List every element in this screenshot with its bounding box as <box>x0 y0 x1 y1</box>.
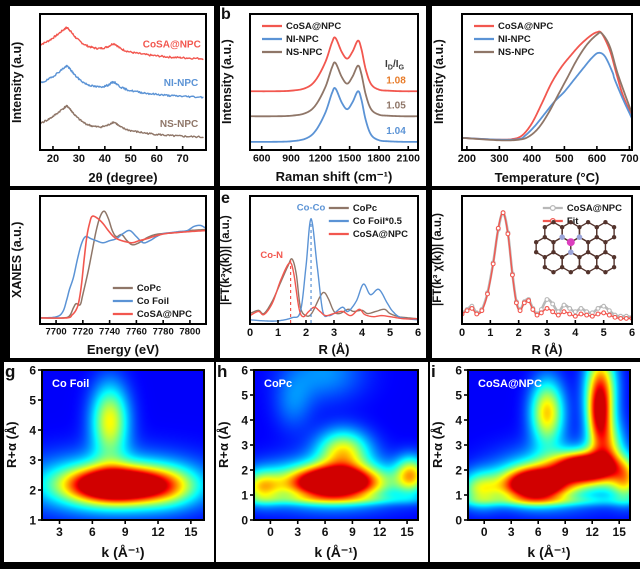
panel-h-chart <box>216 362 428 562</box>
panel-e-chart <box>220 190 426 358</box>
panel-h-letter: h <box>217 362 228 381</box>
panel-f-xlabel: R (Å) <box>531 342 563 357</box>
panel-b-ylabel: Intensity (a.u.) <box>220 39 234 125</box>
panel-c-chart <box>432 6 640 186</box>
panel-f-chart <box>432 190 640 358</box>
panel-f-ylabel: |FT(k³ χ(k))| (a.u.) <box>432 213 444 307</box>
panel-e-xlabel: R (Å) <box>318 342 350 357</box>
panel-a-xlabel: 2θ (degree) <box>88 170 158 185</box>
panel-b-letter: b <box>221 6 231 23</box>
panel-g-letter: g <box>5 362 16 381</box>
panel-i-ylabel: R+α (Å) <box>430 421 445 469</box>
panel-h: h k (Å⁻¹) R+α (Å) <box>216 362 428 562</box>
panel-a: 2θ (degree) Intensity (a.u) <box>10 6 214 186</box>
panel-i-xlabel: k (Å⁻¹) <box>527 544 571 560</box>
panel-c: Temperature (°C) Intensity (a.u.) <box>432 6 640 186</box>
panel-b-xlabel: Raman shift (cm⁻¹) <box>275 169 393 184</box>
panel-i: i k (Å⁻¹) R+α (Å) <box>430 362 640 562</box>
panel-f: R (Å) |FT(k³ χ(k))| (a.u.) <box>432 190 640 358</box>
panel-c-xlabel: Temperature (°C) <box>494 170 600 185</box>
panel-d: Energy (eV) XANES (a.u.) <box>10 190 214 358</box>
panel-i-letter: i <box>431 362 436 381</box>
panel-d-ylabel: XANES (a.u.) <box>10 221 24 299</box>
panel-i-chart <box>430 362 640 562</box>
panel-g-chart <box>4 362 214 562</box>
panel-h-xlabel: k (Å⁻¹) <box>314 544 358 560</box>
panel-g-xlabel: k (Å⁻¹) <box>101 544 145 560</box>
panel-a-ylabel: Intensity (a.u) <box>10 41 24 123</box>
panel-a-chart <box>10 6 214 186</box>
panel-b: b Raman shift (cm⁻¹) Intensity (a.u.) <box>220 6 426 186</box>
panel-g: g k (Å⁻¹) R+α (Å) <box>4 362 214 562</box>
panel-b-chart <box>220 6 426 186</box>
panel-c-ylabel: Intensity (a.u.) <box>432 39 446 125</box>
panel-e: e R (Å) |FT(k³χ(k))| (a.u.) <box>220 190 426 358</box>
panel-g-ylabel: R+α (Å) <box>4 421 19 469</box>
panel-e-ylabel: |FT(k³χ(k))| (a.u.) <box>220 215 232 305</box>
panel-d-xlabel: Energy (eV) <box>86 342 160 357</box>
panel-h-ylabel: R+α (Å) <box>216 421 231 469</box>
panel-d-chart <box>10 190 214 358</box>
panel-e-letter: e <box>221 190 230 207</box>
